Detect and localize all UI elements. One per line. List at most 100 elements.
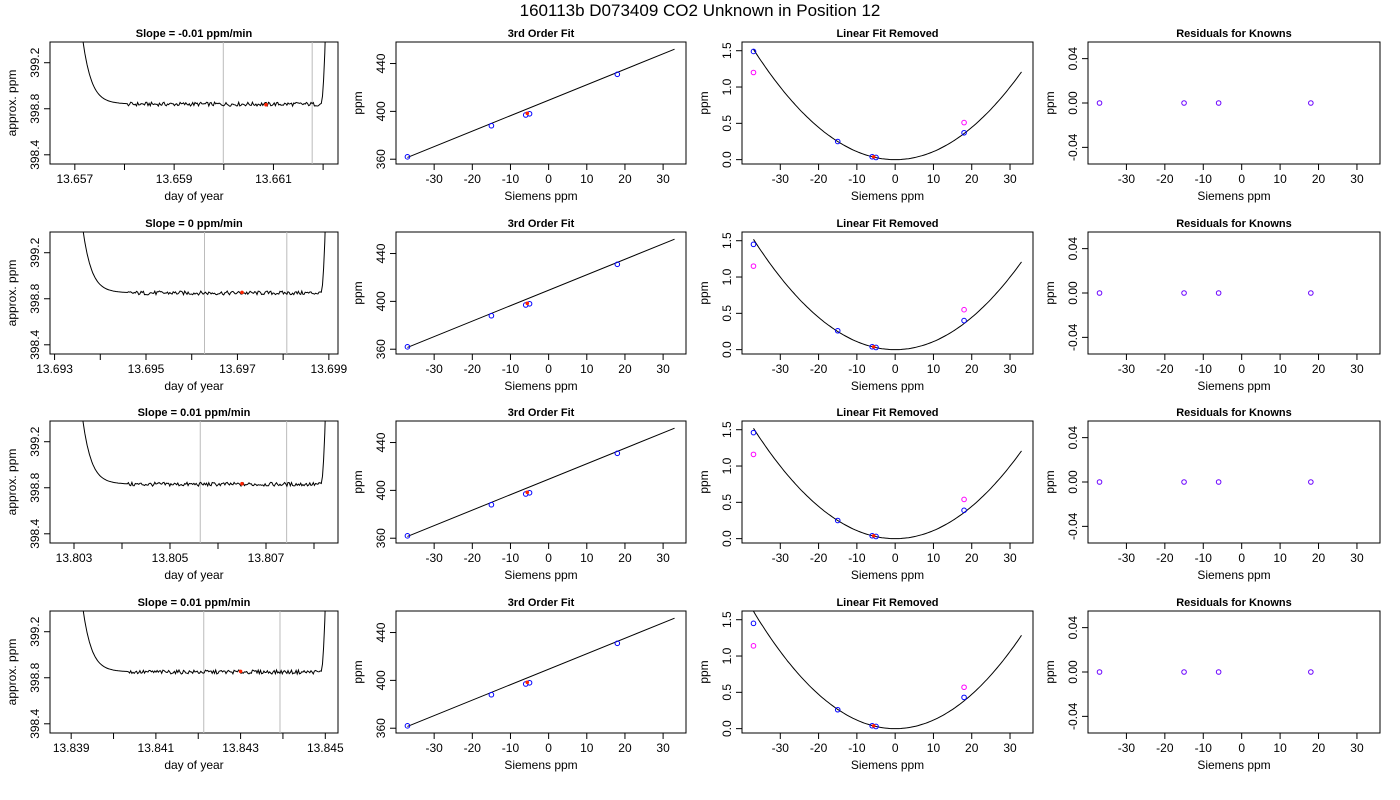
- x-tick-label: 10: [927, 551, 941, 565]
- data-point: [1096, 100, 1103, 106]
- y-tick-label: 0.04: [1066, 426, 1080, 450]
- chart-title: Residuals for Knowns: [1176, 218, 1292, 230]
- x-tick-label: -10: [848, 172, 866, 186]
- y-tick-label: 440: [374, 53, 388, 73]
- data-point: [1096, 669, 1103, 675]
- x-tick-label: -30: [1118, 741, 1136, 755]
- x-tick-label: 13.699: [311, 362, 348, 376]
- x-tick-label: 20: [965, 741, 979, 755]
- x-tick-label: 20: [618, 362, 632, 376]
- sample-marker: [240, 290, 244, 295]
- x-tick-label: 30: [1003, 172, 1017, 186]
- y-tick-label: 399.2: [28, 426, 42, 456]
- chart-panel-r1-c1: 3rd Order Fit Siemens ppm ppm -30 -20 -10 0 10 2…: [351, 218, 687, 393]
- x-axis-label: Siemens ppm: [1197, 379, 1270, 393]
- x-tick-label: 10: [927, 741, 941, 755]
- plot-frame: [395, 610, 687, 734]
- y-axis-label: ppm: [351, 281, 365, 304]
- x-axis-label: Siemens ppm: [504, 379, 577, 393]
- plot-frame: [395, 41, 687, 165]
- x-tick-label: 30: [1350, 551, 1364, 565]
- data-point: [1308, 100, 1314, 106]
- y-tick-label: 399.2: [28, 47, 42, 77]
- x-tick-label: 10: [1273, 551, 1287, 565]
- data-point: [1215, 669, 1222, 675]
- x-tick-label: 10: [1273, 741, 1287, 755]
- x-tick-label: 0: [892, 362, 899, 376]
- x-tick-label: 20: [618, 741, 632, 755]
- chart-title: Residuals for Knowns: [1176, 407, 1292, 419]
- x-tick-label: -20: [1156, 551, 1174, 565]
- x-tick-label: 10: [1273, 362, 1287, 376]
- chart-title: Linear Fit Removed: [836, 28, 938, 40]
- x-tick-label: -10: [1195, 172, 1213, 186]
- x-axis-label: Siemens ppm: [504, 568, 577, 582]
- x-tick-label: 10: [580, 172, 594, 186]
- y-tick-label: 400: [374, 101, 388, 121]
- fit-line: [407, 238, 675, 348]
- sample-marker: [871, 154, 876, 159]
- fit-curve: [753, 611, 1022, 730]
- chart-title: Slope = 0.01 ppm/min: [138, 597, 251, 609]
- plot-frame: [1087, 231, 1381, 355]
- data-point: [750, 429, 757, 436]
- y-tick-label: 0.5: [720, 115, 734, 132]
- y-tick-label: 360: [374, 339, 388, 359]
- x-tick-label: 13.807: [248, 551, 285, 565]
- y-axis-label: ppm: [697, 660, 711, 683]
- data-point: [750, 241, 757, 248]
- chart-title: Residuals for Knowns: [1176, 28, 1292, 40]
- y-axis-label: approx. ppm: [5, 449, 19, 516]
- x-tick-label: 20: [965, 362, 979, 376]
- y-tick-label: 0.04: [1066, 237, 1080, 261]
- data-point: [614, 261, 621, 268]
- x-tick-label: 0: [545, 551, 552, 565]
- x-tick-label: -20: [464, 362, 482, 376]
- y-tick-label: 398.8: [28, 93, 42, 123]
- x-axis-label: Siemens ppm: [851, 379, 924, 393]
- chart-panel-r3-c2: Linear Fit Removed Siemens ppm ppm -30 -20 -1…: [697, 597, 1034, 772]
- plot-frame: [741, 610, 1034, 734]
- x-tick-label: 0: [545, 172, 552, 186]
- signal-trace: [82, 611, 326, 676]
- x-axis-label: Siemens ppm: [851, 568, 924, 582]
- x-tick-label: -20: [810, 172, 828, 186]
- x-axis-label: day of year: [164, 568, 223, 582]
- plot-frame: [49, 610, 339, 734]
- data-point: [1308, 669, 1314, 675]
- fit-line: [407, 427, 675, 537]
- sample-marker: [238, 669, 243, 674]
- y-tick-label: 440: [374, 432, 388, 452]
- chart-panel-r3-c0: Slope = 0.01 ppm/min day of year approx. p…: [5, 597, 344, 772]
- y-tick-label: 398.8: [28, 283, 42, 313]
- x-tick-label: -20: [464, 741, 482, 755]
- y-tick-label: 398.4: [28, 139, 42, 169]
- x-tick-label: -10: [1195, 362, 1213, 376]
- x-tick-label: 0: [545, 362, 552, 376]
- y-axis-label: ppm: [351, 91, 365, 114]
- chart-panel-r2-c2: Linear Fit Removed Siemens ppm ppm -30 -20 -1…: [697, 407, 1034, 582]
- y-tick-label: 398.4: [28, 708, 42, 738]
- sample-marker: [525, 111, 530, 116]
- y-tick-label: 1.0: [720, 457, 734, 474]
- x-tick-label: 20: [618, 172, 632, 186]
- x-tick-label: 13.803: [56, 551, 93, 565]
- data-point: [614, 640, 621, 647]
- x-tick-label: 20: [618, 551, 632, 565]
- y-tick-label: 1.0: [720, 268, 734, 285]
- data-point: [834, 517, 841, 524]
- chart-panel-r0-c3: Residuals for Knowns Siemens ppm ppm -30 -20…: [1043, 28, 1381, 203]
- x-tick-label: 13.839: [53, 741, 90, 755]
- data-point: [961, 507, 967, 514]
- y-tick-label: -0.04: [1066, 512, 1080, 540]
- x-tick-label: -20: [464, 172, 482, 186]
- y-axis-label: ppm: [1043, 281, 1057, 304]
- y-tick-label: 360: [374, 718, 388, 738]
- x-tick-label: -30: [772, 362, 790, 376]
- y-tick-label: 0.00: [1066, 660, 1080, 684]
- chart-panel-r0-c2: Linear Fit Removed Siemens ppm ppm -30 -20 -1…: [697, 28, 1034, 203]
- y-tick-label: 398.8: [28, 662, 42, 692]
- x-tick-label: 0: [892, 172, 899, 186]
- x-tick-label: -20: [1156, 362, 1174, 376]
